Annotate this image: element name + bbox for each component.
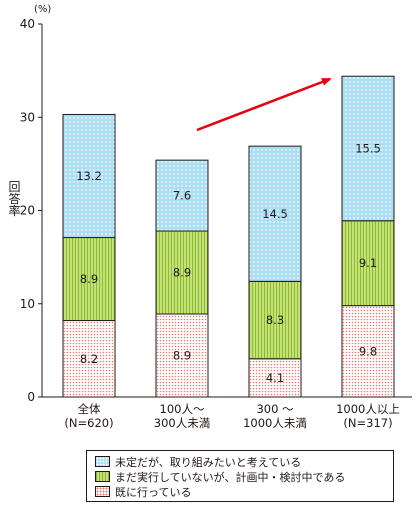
legend-swatch-considering: [95, 471, 110, 482]
legend: 未定だが、取り組みたいと考えている まだ実行していないが、計画中・検討中である …: [86, 450, 394, 502]
data-label-planned: 15.5: [355, 141, 381, 155]
x-category-label: 1000人未満: [243, 416, 307, 430]
bar-segment-planned: [341, 75, 395, 222]
bar-segment-planned: [248, 145, 302, 282]
y-unit-label: (%): [34, 4, 51, 15]
legend-label-done: 既に行っている: [115, 485, 192, 499]
trend-arrow: [196, 77, 332, 132]
legend-item-done: 既に行っている: [95, 484, 385, 499]
x-category-label: 全体: [78, 402, 101, 416]
y-tick-label: 20: [20, 204, 35, 218]
data-label-done: 8.9: [173, 349, 191, 363]
x-category-label: 100人〜: [160, 402, 205, 416]
y-axis-title: 回答率: [7, 181, 21, 217]
bar-segment-done: [155, 313, 209, 398]
bar-segment-considering: [248, 280, 302, 360]
legend-item-planned: 未定だが、取り組みたいと考えている: [95, 454, 385, 469]
data-label-done: 9.8: [359, 344, 377, 358]
y-tick-label: 0: [27, 390, 35, 404]
bar-segment-done: [341, 305, 395, 398]
x-category-label: 300人未満: [154, 416, 210, 430]
bar-segment-planned: [155, 159, 209, 232]
data-label-considering: 8.9: [173, 266, 191, 280]
bar-segment-done: [62, 320, 116, 398]
data-label-considering: 8.3: [266, 313, 284, 327]
legend-label-considering: まだ実行していないが、計画中・検討中である: [115, 470, 346, 484]
bar-segment-planned: [62, 113, 116, 239]
y-tick-label: 40: [20, 17, 35, 31]
data-label-done: 8.2: [80, 352, 98, 366]
data-label-planned: 13.2: [76, 169, 102, 183]
data-label-planned: 14.5: [262, 207, 288, 221]
stacked-bar-chart: 010203040(%)回答率全体(N=620)100人〜300人未満(N=15…: [7, 4, 412, 430]
legend-label-planned: 未定だが、取り組みたいと考えている: [115, 455, 302, 469]
x-category-label: 300 〜: [256, 402, 294, 416]
data-label-planned: 7.6: [173, 189, 191, 203]
bar-segment-considering: [341, 220, 395, 307]
data-label-considering: 9.1: [359, 256, 377, 270]
y-tick-label: 10: [20, 297, 35, 311]
data-label-considering: 8.9: [80, 272, 98, 286]
y-tick-label: 30: [20, 110, 35, 124]
x-category-label: 1000人以上: [336, 402, 400, 416]
data-label-done: 4.1: [266, 371, 284, 385]
legend-swatch-done: [95, 486, 110, 497]
x-category-label: (N=317): [343, 416, 392, 430]
bar-segment-considering: [155, 230, 209, 315]
legend-swatch-planned: [95, 456, 110, 467]
bar-segment-considering: [62, 237, 116, 322]
x-category-label: (N=620): [64, 416, 113, 430]
bar-segment-done: [248, 358, 302, 398]
legend-item-considering: まだ実行していないが、計画中・検討中である: [95, 469, 385, 484]
